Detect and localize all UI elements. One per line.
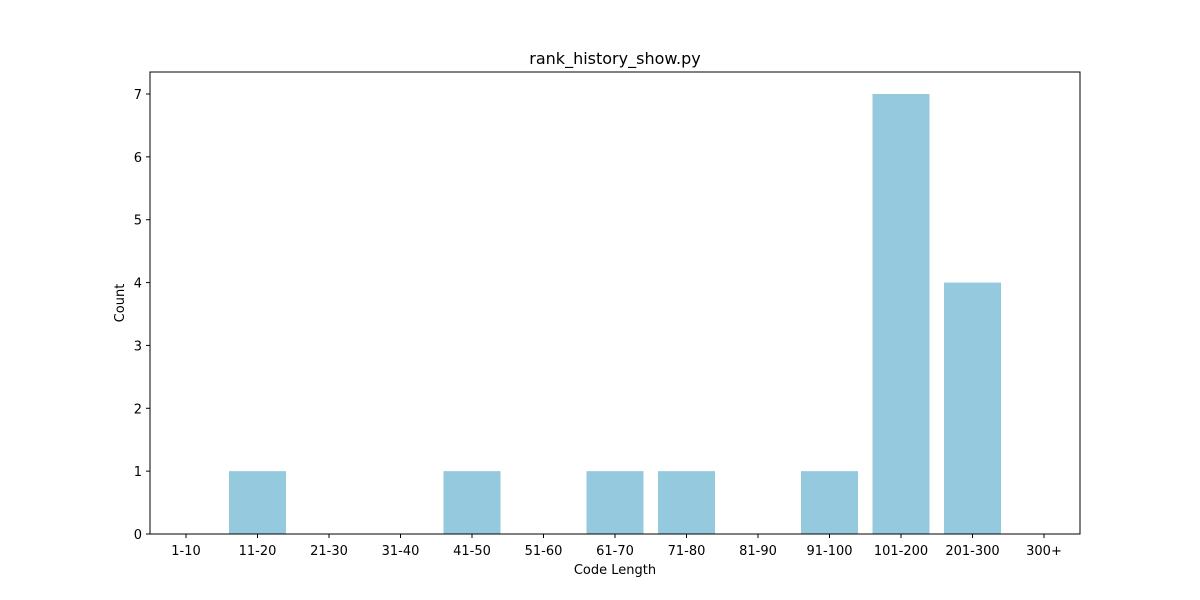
x-tick-label: 71-80 xyxy=(668,544,706,559)
bars-group xyxy=(229,94,1001,534)
y-tick-label: 5 xyxy=(134,214,142,229)
x-tick-label: 300+ xyxy=(1026,544,1062,559)
chart-title: rank_history_show.py xyxy=(529,49,700,69)
y-ticks-group: 0 1 2 3 4 5 6 7 xyxy=(134,88,150,543)
x-tick-label: 51-60 xyxy=(525,544,563,559)
y-tick-label: 4 xyxy=(134,277,142,292)
x-tick-label: 81-90 xyxy=(739,544,777,559)
x-tick-label: 201-300 xyxy=(945,544,999,559)
x-tick-label: 31-40 xyxy=(382,544,420,559)
x-ticks-group: 1-10 11-20 21-30 31-40 41-50 51-60 61-70 71-80 8… xyxy=(171,534,1062,559)
plot-frame xyxy=(149,71,1081,535)
bar-11-20 xyxy=(229,471,286,534)
x-tick-label: 101-200 xyxy=(874,544,928,559)
y-tick-label: 0 xyxy=(134,528,142,543)
bar-41-50 xyxy=(443,471,501,534)
bar-71-80 xyxy=(658,471,715,534)
y-tick-label: 7 xyxy=(134,88,142,103)
bar-101-200 xyxy=(872,94,930,534)
y-tick-label: 3 xyxy=(134,339,142,354)
x-tick-label: 61-70 xyxy=(596,544,634,559)
bar-201-300 xyxy=(944,282,1001,534)
y-tick-label: 6 xyxy=(134,151,142,166)
x-axis-label: Code Length xyxy=(574,563,656,578)
x-tick-label: 1-10 xyxy=(171,544,201,559)
bar-61-70 xyxy=(586,471,644,534)
bar-91-100 xyxy=(801,471,858,534)
x-tick-label: 41-50 xyxy=(453,544,491,559)
y-tick-label: 2 xyxy=(134,402,142,417)
y-axis-label: Count xyxy=(113,284,128,323)
y-tick-label: 1 xyxy=(134,465,142,480)
x-tick-label: 91-100 xyxy=(806,544,852,559)
x-tick-label: 11-20 xyxy=(239,544,277,559)
x-tick-label: 21-30 xyxy=(310,544,348,559)
